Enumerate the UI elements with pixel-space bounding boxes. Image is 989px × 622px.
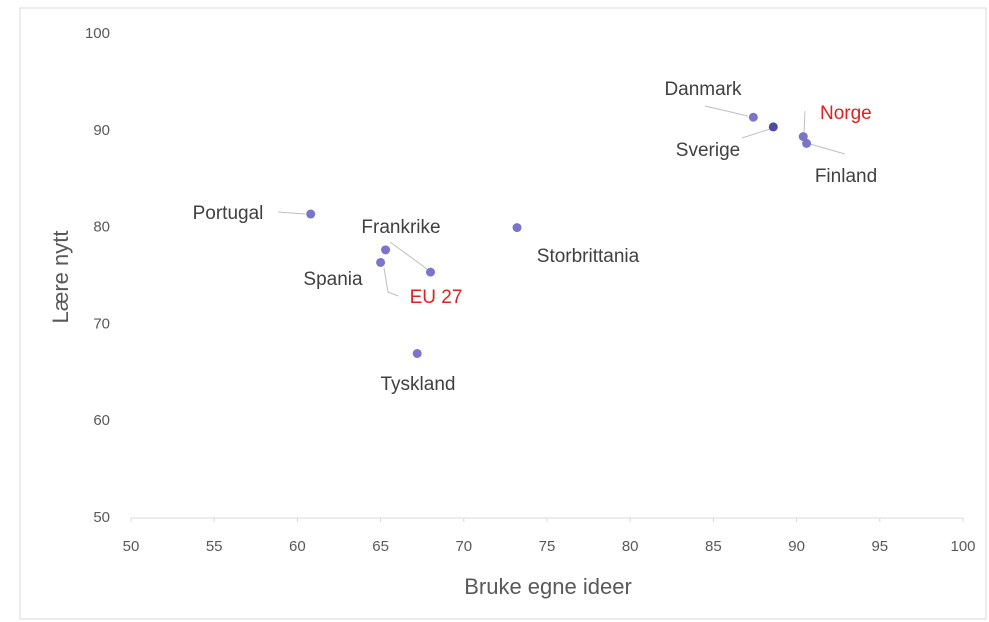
leader-line bbox=[741, 128, 771, 139]
x-tick-label: 50 bbox=[123, 538, 140, 555]
point bbox=[306, 209, 316, 219]
leader-line bbox=[277, 211, 306, 215]
point bbox=[376, 257, 386, 267]
y-tick-label: 70 bbox=[93, 315, 110, 332]
x-tick-label: 55 bbox=[206, 538, 223, 555]
point-label: Tyskland bbox=[381, 374, 456, 395]
point-label: Sverige bbox=[676, 140, 740, 161]
x-tick-label: 65 bbox=[372, 538, 389, 555]
point-label: Finland bbox=[815, 166, 877, 187]
x-tick-label: 95 bbox=[871, 538, 888, 555]
chart-frame bbox=[19, 7, 987, 620]
point bbox=[512, 223, 522, 233]
y-tick-label: 100 bbox=[85, 25, 110, 42]
y-tick-label: 80 bbox=[93, 219, 110, 236]
point-label: Storbrittania bbox=[537, 246, 640, 267]
x-tick-label: 70 bbox=[455, 538, 472, 555]
leader-line bbox=[383, 267, 399, 297]
point-label: Frankrike bbox=[361, 217, 440, 238]
y-tick-label: 60 bbox=[93, 412, 110, 429]
leader-line bbox=[389, 241, 428, 270]
x-tick-label: 85 bbox=[705, 538, 722, 555]
y-tick-label: 50 bbox=[93, 509, 110, 526]
x-tick-label: 75 bbox=[539, 538, 556, 555]
point bbox=[412, 348, 422, 358]
point-label: Norge bbox=[820, 103, 872, 124]
point bbox=[748, 112, 758, 122]
point-label: EU 27 bbox=[410, 287, 463, 308]
point-label: Spania bbox=[303, 269, 363, 290]
point bbox=[802, 138, 812, 148]
x-tick-label: 80 bbox=[622, 538, 639, 555]
x-tick-label: 60 bbox=[289, 538, 306, 555]
point bbox=[426, 267, 436, 277]
leader-line bbox=[704, 105, 749, 117]
x-axis-title: Bruke egne ideer bbox=[464, 574, 632, 599]
y-tick-label: 90 bbox=[93, 122, 110, 139]
y-axis-title: Lære nytt bbox=[48, 231, 73, 324]
x-tick-label: 100 bbox=[950, 538, 975, 555]
point bbox=[381, 245, 391, 255]
point bbox=[768, 122, 778, 132]
point bbox=[798, 132, 808, 142]
leader-line bbox=[803, 110, 806, 134]
leader-line bbox=[809, 143, 846, 155]
x-tick-label: 90 bbox=[788, 538, 805, 555]
point-label: Portugal bbox=[193, 203, 264, 224]
point-label: Danmark bbox=[664, 79, 742, 100]
